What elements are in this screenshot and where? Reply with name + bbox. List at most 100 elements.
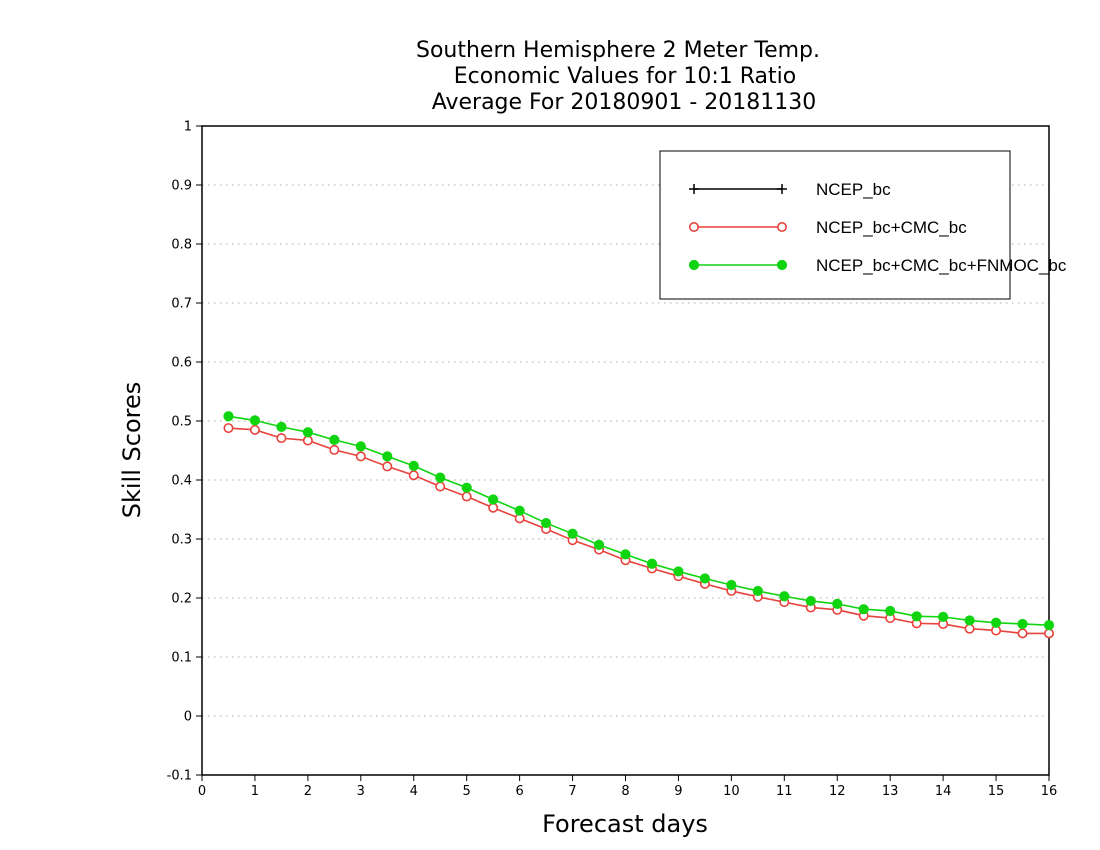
legend-entry: NCEP_bc+CMC_bc	[688, 218, 967, 237]
data-point	[776, 222, 787, 233]
legend-label: NCEP_bc	[816, 180, 891, 199]
x-tick-label: 3	[357, 784, 365, 799]
data-point	[688, 259, 700, 271]
data-point	[990, 617, 1002, 628]
y-axis: -0.1 0 0.1 0.2 0.3 0.4 0.5 0.6 0.7 0.8 0.9 1	[167, 120, 202, 784]
data-point	[832, 598, 843, 610]
data-point	[964, 615, 975, 626]
data-point	[567, 528, 578, 539]
y-tick-label: 0.2	[171, 592, 192, 607]
data-point	[688, 222, 699, 233]
data-point	[223, 411, 234, 422]
y-tick-label: 0.9	[171, 179, 192, 194]
x-axis: 0 1 2 3 4 5 6 7 8 9 10 11 12 13 14 15 16	[198, 775, 1057, 799]
data-point	[779, 591, 790, 602]
data-point	[355, 441, 366, 452]
x-tick-label: 1	[251, 784, 259, 799]
legend: NCEP_bc NCEP_bc+CMC_bc NCEP_bc+CMC_bc+FNMO…	[659, 150, 1067, 300]
data-point	[435, 481, 446, 492]
x-tick-label: 16	[1041, 784, 1058, 799]
data-point	[752, 585, 763, 597]
data-point	[885, 605, 896, 617]
data-point	[689, 184, 699, 194]
data-point	[223, 423, 234, 434]
x-tick-label: 15	[988, 784, 1005, 799]
series-group	[223, 411, 1055, 639]
x-axis-label: Forecast days	[542, 810, 708, 838]
data-point	[938, 611, 949, 622]
x-tick-label: 9	[674, 784, 682, 799]
data-point	[249, 415, 261, 426]
data-point	[1017, 618, 1028, 630]
title-line-1: Southern Hemisphere 2 Meter Temp.	[416, 38, 820, 63]
data-point	[461, 482, 472, 493]
legend-label: NCEP_bc+CMC_bc	[816, 218, 967, 237]
data-point	[408, 470, 419, 481]
data-point	[302, 435, 313, 446]
data-point	[1043, 620, 1055, 631]
y-tick-label: 0.3	[171, 533, 192, 548]
series-ncep-bc-cmc-bc-fnmoc-bc	[223, 411, 1055, 631]
series-line	[228, 415, 1050, 626]
chart-title: Southern Hemisphere 2 Meter Temp. Econom…	[416, 38, 820, 115]
y-tick-label: 0.4	[171, 474, 192, 489]
data-point	[276, 421, 287, 432]
data-point	[777, 184, 787, 194]
x-tick-label: 12	[829, 784, 846, 799]
x-tick-label: 8	[621, 784, 629, 799]
data-point	[249, 424, 260, 435]
data-point	[673, 566, 684, 577]
title-line-2: Economic Values for 10:1 Ratio	[454, 64, 796, 89]
y-tick-label: 0	[184, 710, 192, 725]
data-point	[302, 427, 313, 438]
y-tick-label: 0.5	[171, 415, 192, 430]
x-tick-label: 2	[304, 784, 312, 799]
data-point	[805, 595, 816, 607]
data-point	[858, 604, 869, 615]
legend-entry: NCEP_bc+CMC_bc+FNMOC_bc	[688, 256, 1067, 275]
legend-box	[659, 150, 1011, 300]
data-point	[646, 558, 658, 569]
title-line-3: Average For 20180901 - 20181130	[432, 90, 817, 115]
x-tick-label: 11	[776, 784, 793, 799]
legend-label: NCEP_bc+CMC_bc+FNMOC_bc	[816, 256, 1067, 275]
x-tick-label: 6	[515, 784, 523, 799]
data-point	[382, 461, 393, 472]
data-point	[911, 611, 922, 622]
data-point	[1017, 628, 1028, 639]
data-point	[329, 434, 340, 445]
data-point	[593, 539, 605, 551]
data-point	[461, 491, 472, 502]
x-tick-label: 13	[882, 784, 899, 799]
x-tick-label: 4	[410, 784, 418, 799]
data-point	[382, 451, 393, 462]
y-tick-label: 0.7	[171, 297, 192, 312]
data-point	[355, 451, 366, 462]
x-tick-label: 7	[568, 784, 576, 799]
y-axis-label: Skill Scores	[118, 382, 146, 519]
y-tick-label: 0.8	[171, 238, 192, 253]
data-point	[514, 505, 525, 516]
y-tick-label: -0.1	[167, 769, 192, 784]
data-point	[435, 472, 446, 483]
y-tick-label: 0.6	[171, 356, 192, 371]
data-point	[1044, 628, 1055, 639]
x-tick-label: 0	[198, 784, 206, 799]
y-tick-label: 1	[184, 120, 192, 135]
data-point	[408, 460, 419, 471]
data-point	[699, 573, 711, 584]
data-point	[276, 433, 287, 444]
data-point	[964, 623, 975, 634]
data-point	[726, 579, 737, 591]
data-point	[620, 549, 631, 560]
data-point	[488, 494, 499, 505]
y-tick-label: 0.1	[171, 651, 192, 666]
x-tick-label: 14	[935, 784, 952, 799]
data-point	[776, 259, 788, 271]
x-tick-label: 5	[463, 784, 471, 799]
data-point	[540, 517, 552, 529]
series-line	[228, 427, 1049, 635]
x-tick-label: 10	[723, 784, 740, 799]
series-ncep-bc-cmc-bc	[223, 423, 1055, 639]
